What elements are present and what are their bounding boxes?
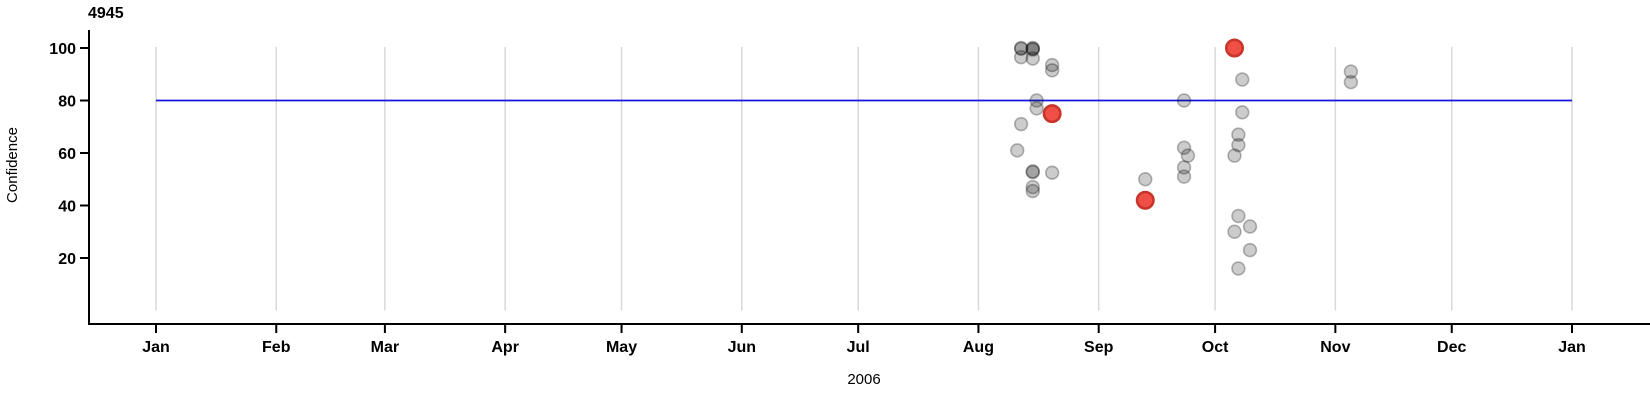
- highlighted-data-point: [1042, 104, 1062, 124]
- data-point: [1025, 164, 1040, 180]
- highlighted-data-point: [1224, 38, 1244, 58]
- y-tick-label: 20: [58, 251, 76, 268]
- data-point: [1025, 179, 1040, 195]
- data-point: [1176, 140, 1192, 155]
- x-tick-label: Dec: [1437, 339, 1466, 356]
- data-point: [1176, 93, 1192, 108]
- x-tick-label: Jun: [728, 339, 756, 356]
- data-point: [1013, 116, 1029, 132]
- x-tick-label: Sep: [1084, 339, 1114, 356]
- data-point: [1231, 137, 1246, 153]
- data-point: [1343, 64, 1359, 79]
- x-tick-label: Aug: [963, 339, 994, 356]
- data-point: [1029, 93, 1044, 108]
- data-point: [1235, 105, 1250, 120]
- data-point: [1231, 127, 1246, 142]
- data-point: [1343, 74, 1359, 90]
- x-tick-label: Jan: [1558, 339, 1586, 356]
- data-point: [1025, 51, 1040, 66]
- data-point: [1176, 160, 1192, 175]
- data-point: [1029, 101, 1044, 116]
- x-tick-label: Jan: [142, 339, 170, 356]
- x-tick-label: Apr: [491, 339, 519, 356]
- x-tick-label: May: [606, 339, 637, 356]
- data-point: [1025, 40, 1040, 56]
- x-tick-label: Oct: [1202, 339, 1229, 356]
- data-point: [1227, 224, 1242, 239]
- y-tick-label: 60: [58, 146, 76, 163]
- data-point: [1044, 63, 1060, 78]
- data-point: [1013, 49, 1029, 65]
- data-point: [1242, 219, 1258, 234]
- highlighted-data-point: [1135, 190, 1155, 210]
- chart-title: 4945: [88, 5, 124, 22]
- data-point: [1025, 41, 1040, 56]
- x-tick-label: Mar: [371, 339, 399, 356]
- x-tick-label: Nov: [1320, 339, 1350, 356]
- data-point: [1180, 148, 1196, 163]
- data-point: [1010, 143, 1025, 158]
- x-axis-label: 2006: [847, 371, 881, 388]
- data-point: [1227, 148, 1242, 163]
- y-tick-label: 80: [58, 94, 76, 111]
- data-point: [1044, 165, 1060, 180]
- data-point: [1025, 183, 1040, 199]
- data-point: [1013, 41, 1029, 56]
- data-point: [1025, 42, 1040, 57]
- data-point: [1242, 242, 1258, 258]
- y-tick-label: 100: [49, 41, 76, 58]
- x-tick-label: Jul: [847, 339, 870, 356]
- data-point: [1044, 57, 1060, 73]
- y-tick-label: 40: [58, 199, 76, 216]
- data-point: [1231, 208, 1246, 224]
- data-point: [1176, 169, 1192, 184]
- data-point: [1138, 172, 1153, 187]
- data-point: [1013, 40, 1029, 56]
- x-tick-label: Feb: [262, 339, 291, 356]
- data-point: [1231, 261, 1246, 276]
- data-point: [1025, 164, 1040, 179]
- data-point: [1235, 72, 1250, 87]
